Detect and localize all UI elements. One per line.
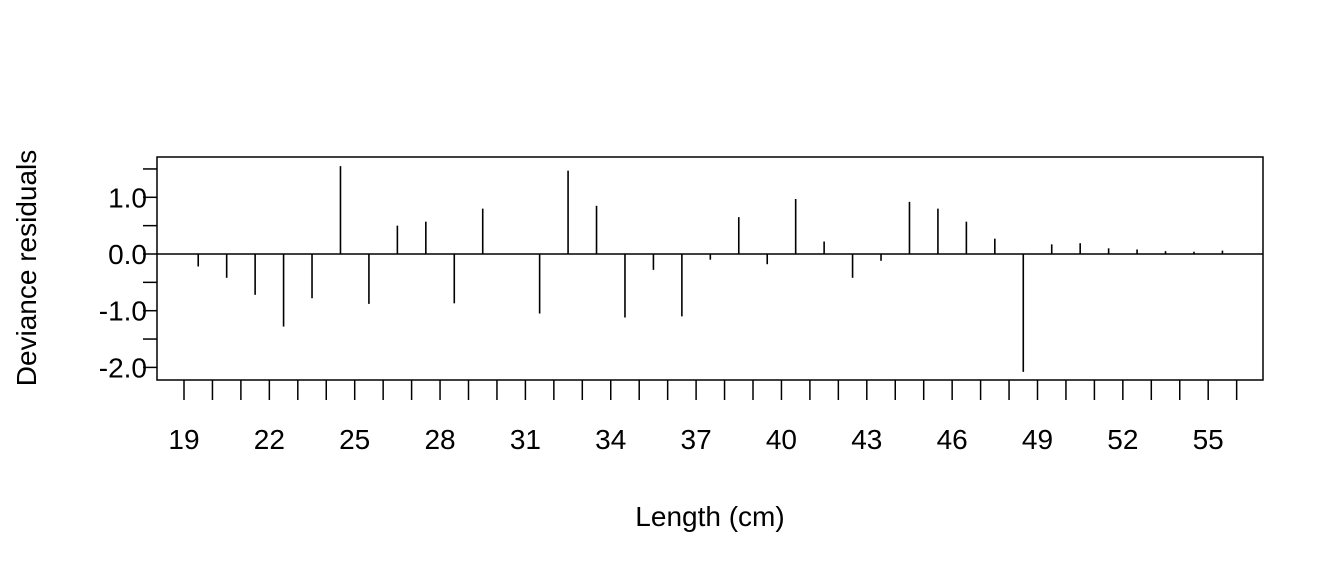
y-tick-label: 1.0 bbox=[108, 182, 147, 213]
x-tick-label: 19 bbox=[168, 424, 199, 455]
x-tick-label: 40 bbox=[766, 424, 797, 455]
plot-frame bbox=[156, 156, 1264, 381]
y-axis-title: Deviance residuals bbox=[11, 150, 42, 387]
x-tick-label: 46 bbox=[937, 424, 968, 455]
x-tick-label: 43 bbox=[851, 424, 882, 455]
x-tick-label: 34 bbox=[595, 424, 626, 455]
x-tick-label: 22 bbox=[254, 424, 285, 455]
y-tick-label: -2.0 bbox=[99, 352, 147, 383]
x-tick-label: 37 bbox=[681, 424, 712, 455]
x-tick-label: 31 bbox=[510, 424, 541, 455]
x-tick-label: 49 bbox=[1022, 424, 1053, 455]
x-tick-label: 28 bbox=[424, 424, 455, 455]
x-tick-label: 55 bbox=[1193, 424, 1224, 455]
x-tick-label: 52 bbox=[1107, 424, 1138, 455]
x-axis-title: Length (cm) bbox=[635, 501, 784, 532]
y-tick-label: -1.0 bbox=[99, 296, 147, 327]
y-axis: 1.0 0.0 -1.0 -2.0 bbox=[99, 168, 157, 383]
y-tick-label: 0.0 bbox=[108, 239, 147, 270]
x-tick-label: 25 bbox=[339, 424, 370, 455]
x-axis: 19 22 25 28 31 34 37 40 43 46 49 52 55 bbox=[168, 380, 1238, 455]
residual-spikes bbox=[197, 166, 1224, 372]
